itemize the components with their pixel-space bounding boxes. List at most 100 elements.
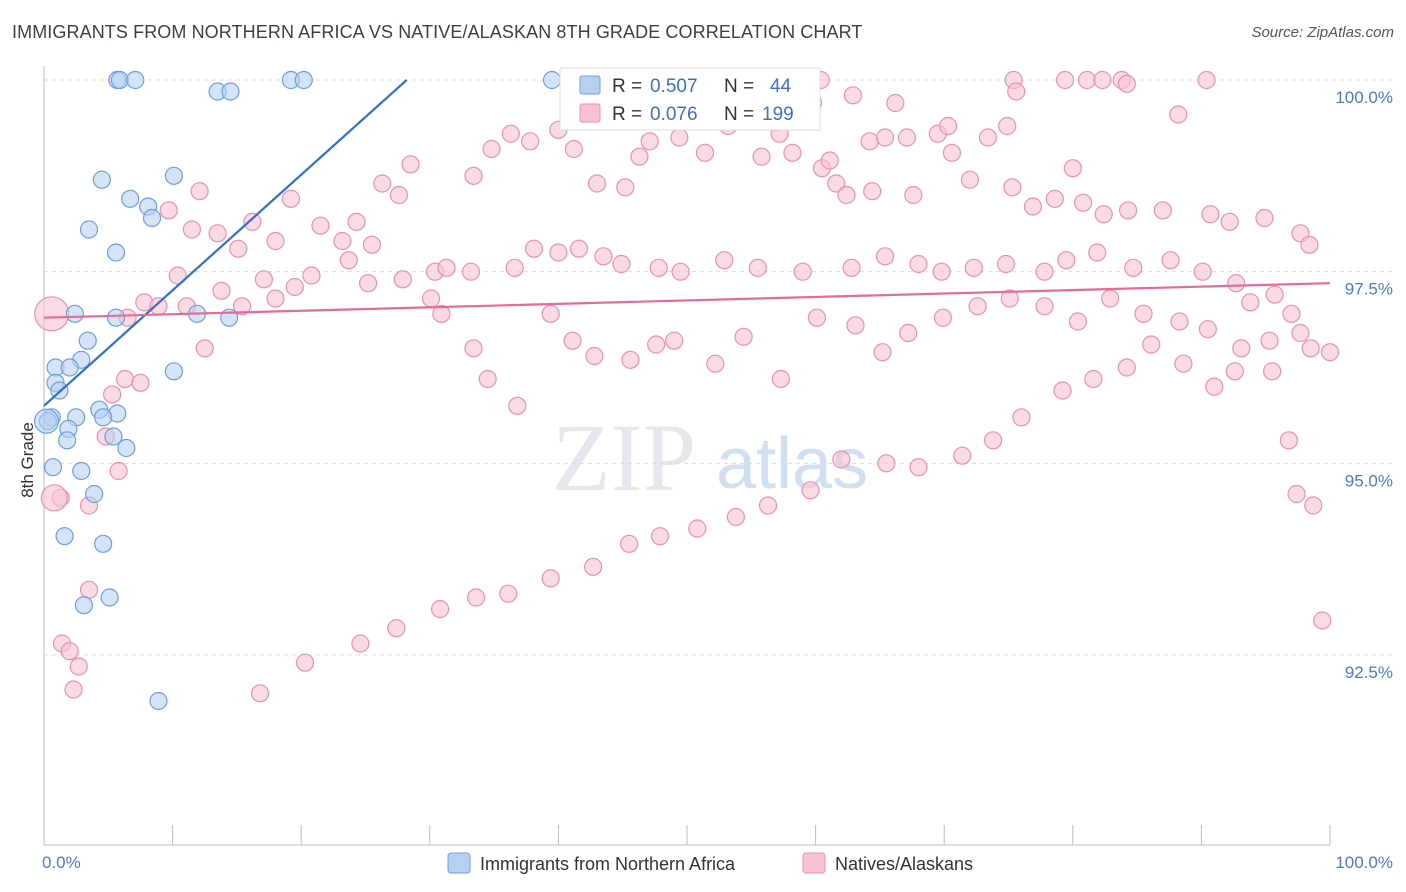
pink-point-101 [1260, 331, 1279, 350]
pink-point-178 [734, 327, 753, 346]
pink-point-156 [182, 220, 201, 239]
pink-point-28 [860, 132, 879, 151]
pink-point-171 [541, 304, 560, 323]
pink-point-62 [464, 166, 483, 185]
pink-point-127 [351, 634, 370, 653]
blue-point-37 [55, 527, 74, 546]
blue-point-12 [79, 220, 99, 239]
pink-point-39 [783, 143, 802, 162]
pink-point-92 [1124, 258, 1143, 277]
pink-point-139 [103, 385, 122, 404]
pink-point-162 [311, 216, 330, 235]
series-legend-swatch-pink [802, 852, 826, 874]
blue-point-36 [85, 484, 104, 504]
blue-point-large-0 [33, 408, 60, 434]
pink-point-56 [1153, 201, 1172, 220]
pink-point-158 [229, 239, 248, 258]
pink-point-110 [983, 431, 1003, 450]
y-axis-label: 8th Grade [18, 422, 37, 498]
pink-point-113 [877, 454, 896, 473]
pink-point-63 [401, 155, 420, 174]
pink-point-58 [1220, 212, 1239, 231]
blue-point-42 [221, 82, 240, 101]
y-tick-label-0: 100.0% [1335, 88, 1393, 107]
pink-point-118 [688, 519, 707, 538]
stats-legend-box [559, 67, 821, 131]
pink-point-32 [998, 116, 1017, 136]
pink-point-31 [978, 128, 998, 147]
pink-point-123 [499, 584, 518, 603]
pink-point-25 [640, 132, 659, 151]
y-tick-labels: 100.0% 97.5% 95.0% 92.5% [1335, 88, 1393, 682]
pink-point-43 [587, 174, 607, 193]
pink-point-79 [671, 262, 690, 281]
pink-point-119 [650, 527, 670, 546]
pink-point-150 [254, 270, 274, 289]
pink-point-149 [232, 297, 252, 316]
pink-point-152 [285, 277, 304, 297]
pink-point-159 [243, 212, 262, 231]
pink-point-15 [886, 93, 905, 113]
pink-point-4 [1007, 82, 1026, 101]
blue-point-43 [94, 408, 113, 427]
pink-point-107 [1084, 369, 1103, 389]
pink-point-176 [665, 331, 684, 350]
pink-point-168 [464, 339, 483, 358]
pink-point-20 [897, 128, 917, 147]
pink-point-114 [832, 450, 851, 469]
pink-point-199 [1320, 343, 1340, 362]
pink-point-180 [807, 308, 826, 327]
pink-point-193 [1232, 339, 1251, 358]
pink-point-57 [1201, 205, 1220, 224]
pink-point-198 [1313, 611, 1332, 630]
blue-point-4 [294, 70, 313, 90]
pink-point-175 [647, 335, 666, 354]
pink-point-147 [195, 339, 214, 358]
pink-point-141 [131, 373, 150, 392]
pink-point-188 [1068, 312, 1088, 331]
pink-point-large-1 [40, 484, 68, 512]
pink-point-5 [1055, 70, 1075, 90]
pink-point-87 [964, 258, 983, 277]
pink-point-106 [1117, 358, 1136, 377]
pink-point-120 [620, 534, 639, 553]
pink-point-55 [1118, 201, 1138, 220]
pink-point-154 [190, 182, 209, 201]
pink-point-122 [541, 569, 560, 588]
pink-point-165 [389, 185, 409, 205]
pink-point-54 [1094, 205, 1113, 224]
stats-legend-swatch-blue [579, 75, 601, 95]
pink-point-95 [1227, 274, 1246, 293]
pink-point-64 [347, 212, 366, 231]
pink-point-115 [801, 481, 820, 500]
pink-point-67 [358, 274, 378, 293]
blue-point-38 [94, 534, 113, 553]
stats-legend-r-value-pink: 0.076 [650, 104, 698, 125]
pink-point-35 [564, 139, 583, 159]
pink-point-181 [846, 316, 865, 335]
pink-point-48 [904, 185, 923, 205]
pink-point-197 [1304, 496, 1323, 515]
stats-legend-n-label-pink: N = [724, 104, 754, 125]
blue-trend-line [43, 79, 408, 407]
trend-lines [43, 79, 1331, 407]
pink-point-51 [1023, 197, 1043, 216]
pink-point-14 [843, 86, 862, 105]
pink-point-177 [706, 354, 725, 373]
pink-point-179 [771, 369, 790, 389]
pink-point-89 [1035, 262, 1054, 281]
pink-point-93 [1161, 251, 1180, 270]
pink-point-157 [208, 224, 227, 243]
pink-point-116 [758, 496, 778, 515]
pink-point-81 [748, 258, 767, 277]
blue-point-7 [92, 170, 111, 189]
pink-point-88 [996, 254, 1016, 274]
blue-point-14 [65, 304, 84, 323]
pink-point-84 [875, 247, 895, 266]
pink-point-196 [1287, 484, 1306, 504]
pink-point-166 [421, 289, 441, 308]
pink-point-65 [362, 235, 382, 254]
pink-point-68 [393, 270, 412, 289]
pink-point-71 [461, 262, 481, 281]
pink-point-6 [1077, 70, 1097, 90]
